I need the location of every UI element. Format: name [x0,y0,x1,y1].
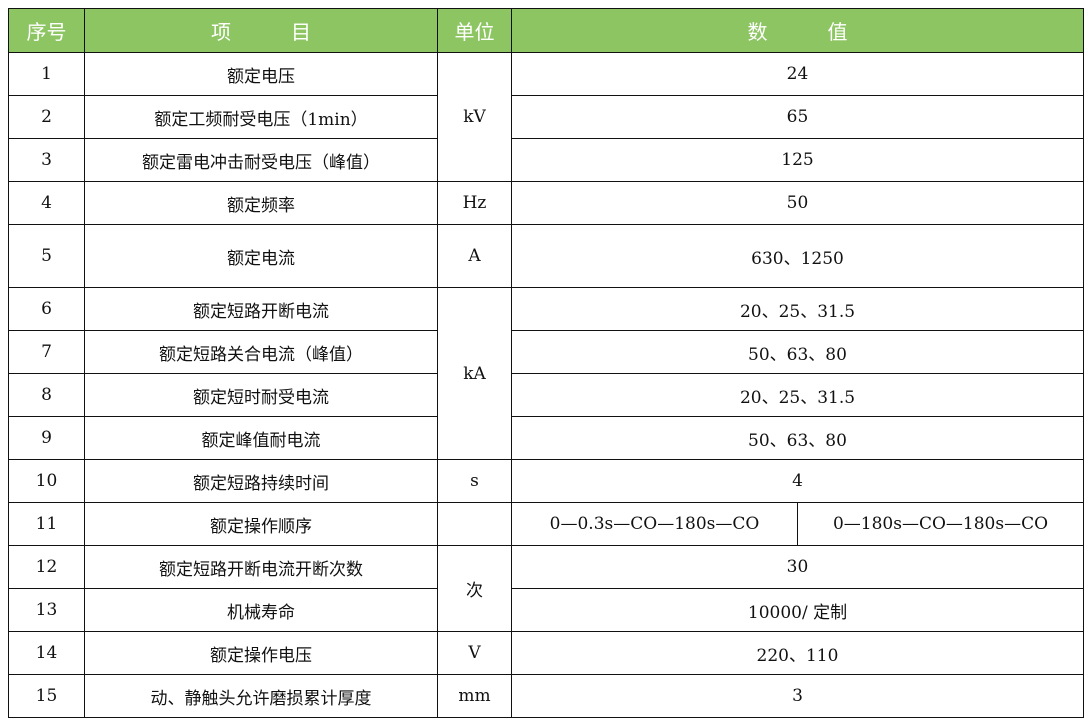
row-number: 9 [8,416,85,460]
table-row: 4 额定频率 Hz 50 [8,181,1084,225]
table-row: 9 额定峰值耐电流 50、63、80 [8,416,1084,460]
table-row: 12 额定短路开断电流开断次数次 30 [8,545,1084,632]
row-number: 2 [8,95,85,139]
row-value: 10000/ 定制 [511,588,1084,632]
row-item: 额定电流 [84,224,438,288]
row-number: 8 [8,373,85,417]
row-number: 6 [8,287,85,331]
row-item: 额定短路关合电流（峰值） [84,330,438,374]
table-row: 8 额定短时耐受电流 20、25、31.5 [8,373,1084,417]
table-row: 6 额定短路开断电流 kA 20、25、31.5 [8,287,1084,460]
header-row: 序号 项 目 单位 数 值 [8,8,1084,53]
row-value: 50 [511,181,1084,225]
row-unit: mm [437,674,512,718]
row-value: 20、25、31.5 [511,373,1084,417]
row-item: 额定电压 [84,52,438,96]
row-unit [437,502,512,546]
row-item: 额定雷电冲击耐受电压（峰值） [84,138,438,182]
table-row: 13 机械寿命 10000/ 定制 [8,588,1084,632]
row-number: 12 [8,545,85,589]
row-item: 额定短路开断电流开断次数 [84,545,438,589]
table-row: 10 额定短路持续时间 s 4 [8,459,1084,503]
row-unit: V [437,631,512,675]
row-unit: kA [437,287,512,460]
header-item: 项 目 [84,8,438,53]
row-value: 630、1250 [511,224,1084,288]
row-value-alt: 0—180s—CO—180s—CO [797,502,1084,546]
row-unit: 次 [437,545,512,632]
table-row: 3 额定雷电冲击耐受电压（峰值） 125 [8,138,1084,182]
row-item: 额定短路持续时间 [84,459,438,503]
row-unit: kV [437,52,512,182]
table-row: 11 额定操作顺序 0—0.3s—CO—180s—CO 0—180s—CO—180s—… [8,502,1084,546]
row-item: 额定频率 [84,181,438,225]
table-row: 14 额定操作电压 V 220、110 [8,631,1084,675]
row-number: 10 [8,459,85,503]
row-number: 1 [8,52,85,96]
row-number: 15 [8,674,85,718]
row-number: 13 [8,588,85,632]
row-value: 3 [511,674,1084,718]
row-value: 65 [511,95,1084,139]
row-unit: Hz [437,181,512,225]
row-number: 3 [8,138,85,182]
row-item: 机械寿命 [84,588,438,632]
row-item: 额定操作电压 [84,631,438,675]
row-item: 额定工频耐受电压（1min） [84,95,438,139]
table-row: 15 动、静触头允许磨损累计厚度 mm 3 [8,674,1084,718]
row-value: 50、63、80 [511,416,1084,460]
row-item: 额定操作顺序 [84,502,438,546]
row-value: 0—0.3s—CO—180s—CO [511,502,798,546]
row-item: 额定峰值耐电流 [84,416,438,460]
row-number: 11 [8,502,85,546]
row-number: 14 [8,631,85,675]
row-value: 125 [511,138,1084,182]
row-number: 7 [8,330,85,374]
table-row: 2 额定工频耐受电压（1min） 65 [8,95,1084,139]
row-value: 30 [511,545,1084,589]
row-number: 4 [8,181,85,225]
table-row: 5 额定电流 A 630、1250 [8,224,1084,288]
row-item: 动、静触头允许磨损累计厚度 [84,674,438,718]
row-unit: A [437,224,512,288]
header-unit: 单位 [437,8,512,53]
row-item: 额定短时耐受电流 [84,373,438,417]
row-unit: s [437,459,512,503]
row-value: 50、63、80 [511,330,1084,374]
table-row: 7 额定短路关合电流（峰值） 50、63、80 [8,330,1084,374]
header-no: 序号 [8,8,85,53]
row-value: 220、110 [511,631,1084,675]
row-item: 额定短路开断电流 [84,287,438,331]
row-value: 20、25、31.5 [511,287,1084,331]
header-value: 数 值 [511,8,1084,53]
spec-table: 序号 项 目 单位 数 值 1 额定电压 kV 24 2 额定工频耐受电压（1min） 65… [8,8,1084,718]
row-value: 24 [511,52,1084,96]
row-value: 4 [511,459,1084,503]
table-row: 1 额定电压 kV 24 [8,52,1084,182]
row-number: 5 [8,224,85,288]
